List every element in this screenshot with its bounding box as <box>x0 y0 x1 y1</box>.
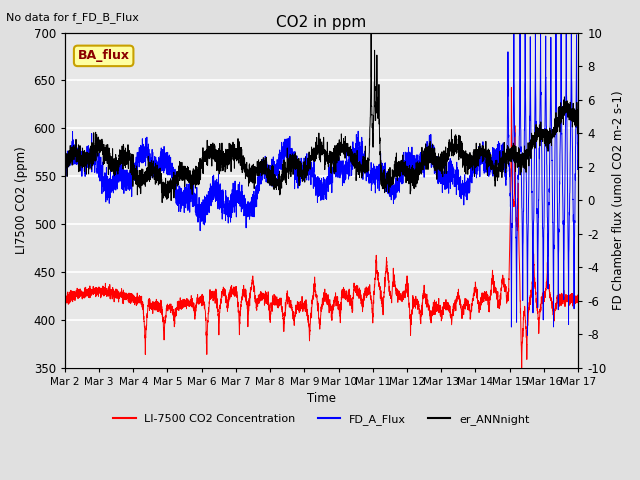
Text: BA_flux: BA_flux <box>77 49 130 62</box>
Y-axis label: LI7500 CO2 (ppm): LI7500 CO2 (ppm) <box>15 146 28 254</box>
Y-axis label: FD Chamber flux (umol CO2 m-2 s-1): FD Chamber flux (umol CO2 m-2 s-1) <box>612 90 625 310</box>
Legend: LI-7500 CO2 Concentration, FD_A_Flux, er_ANNnight: LI-7500 CO2 Concentration, FD_A_Flux, er… <box>109 409 534 429</box>
X-axis label: Time: Time <box>307 393 336 406</box>
Text: No data for f_FD_B_Flux: No data for f_FD_B_Flux <box>6 12 140 23</box>
Title: CO2 in ppm: CO2 in ppm <box>276 15 367 30</box>
